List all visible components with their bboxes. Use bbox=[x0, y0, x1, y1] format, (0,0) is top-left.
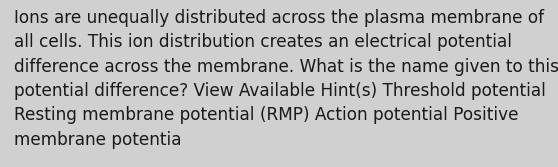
Text: Ions are unequally distributed across the plasma membrane of
all cells. This ion: Ions are unequally distributed across th… bbox=[15, 9, 558, 148]
